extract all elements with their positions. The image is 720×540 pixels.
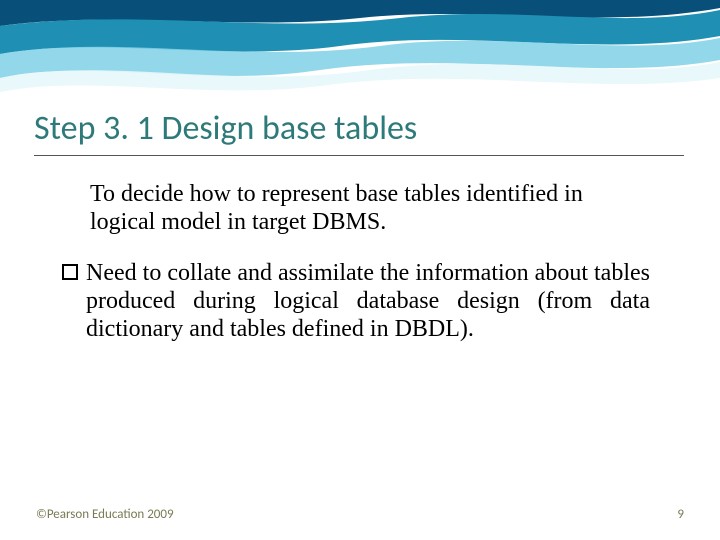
lead-paragraph: To decide how to represent base tables i… (90, 180, 650, 237)
square-bullet-icon (62, 264, 78, 280)
bullet-item: Need to collate and assimilate the infor… (90, 259, 650, 344)
page-number: 9 (677, 507, 684, 522)
slide-title: Step 3. 1 Design base tables (34, 108, 684, 156)
wave-mid-band (0, 10, 720, 54)
wave-decoration (0, 0, 720, 95)
wave-dark-band (0, 0, 720, 26)
wave-light-band (0, 38, 720, 78)
slide-container: Step 3. 1 Design base tables To decide h… (0, 0, 720, 540)
copyright-footer: ©Pearson Education 2009 (36, 507, 174, 522)
slide-body: To decide how to represent base tables i… (90, 180, 650, 344)
wave-highlight-band (0, 62, 720, 92)
bullet-text: Need to collate and assimilate the infor… (86, 259, 650, 344)
